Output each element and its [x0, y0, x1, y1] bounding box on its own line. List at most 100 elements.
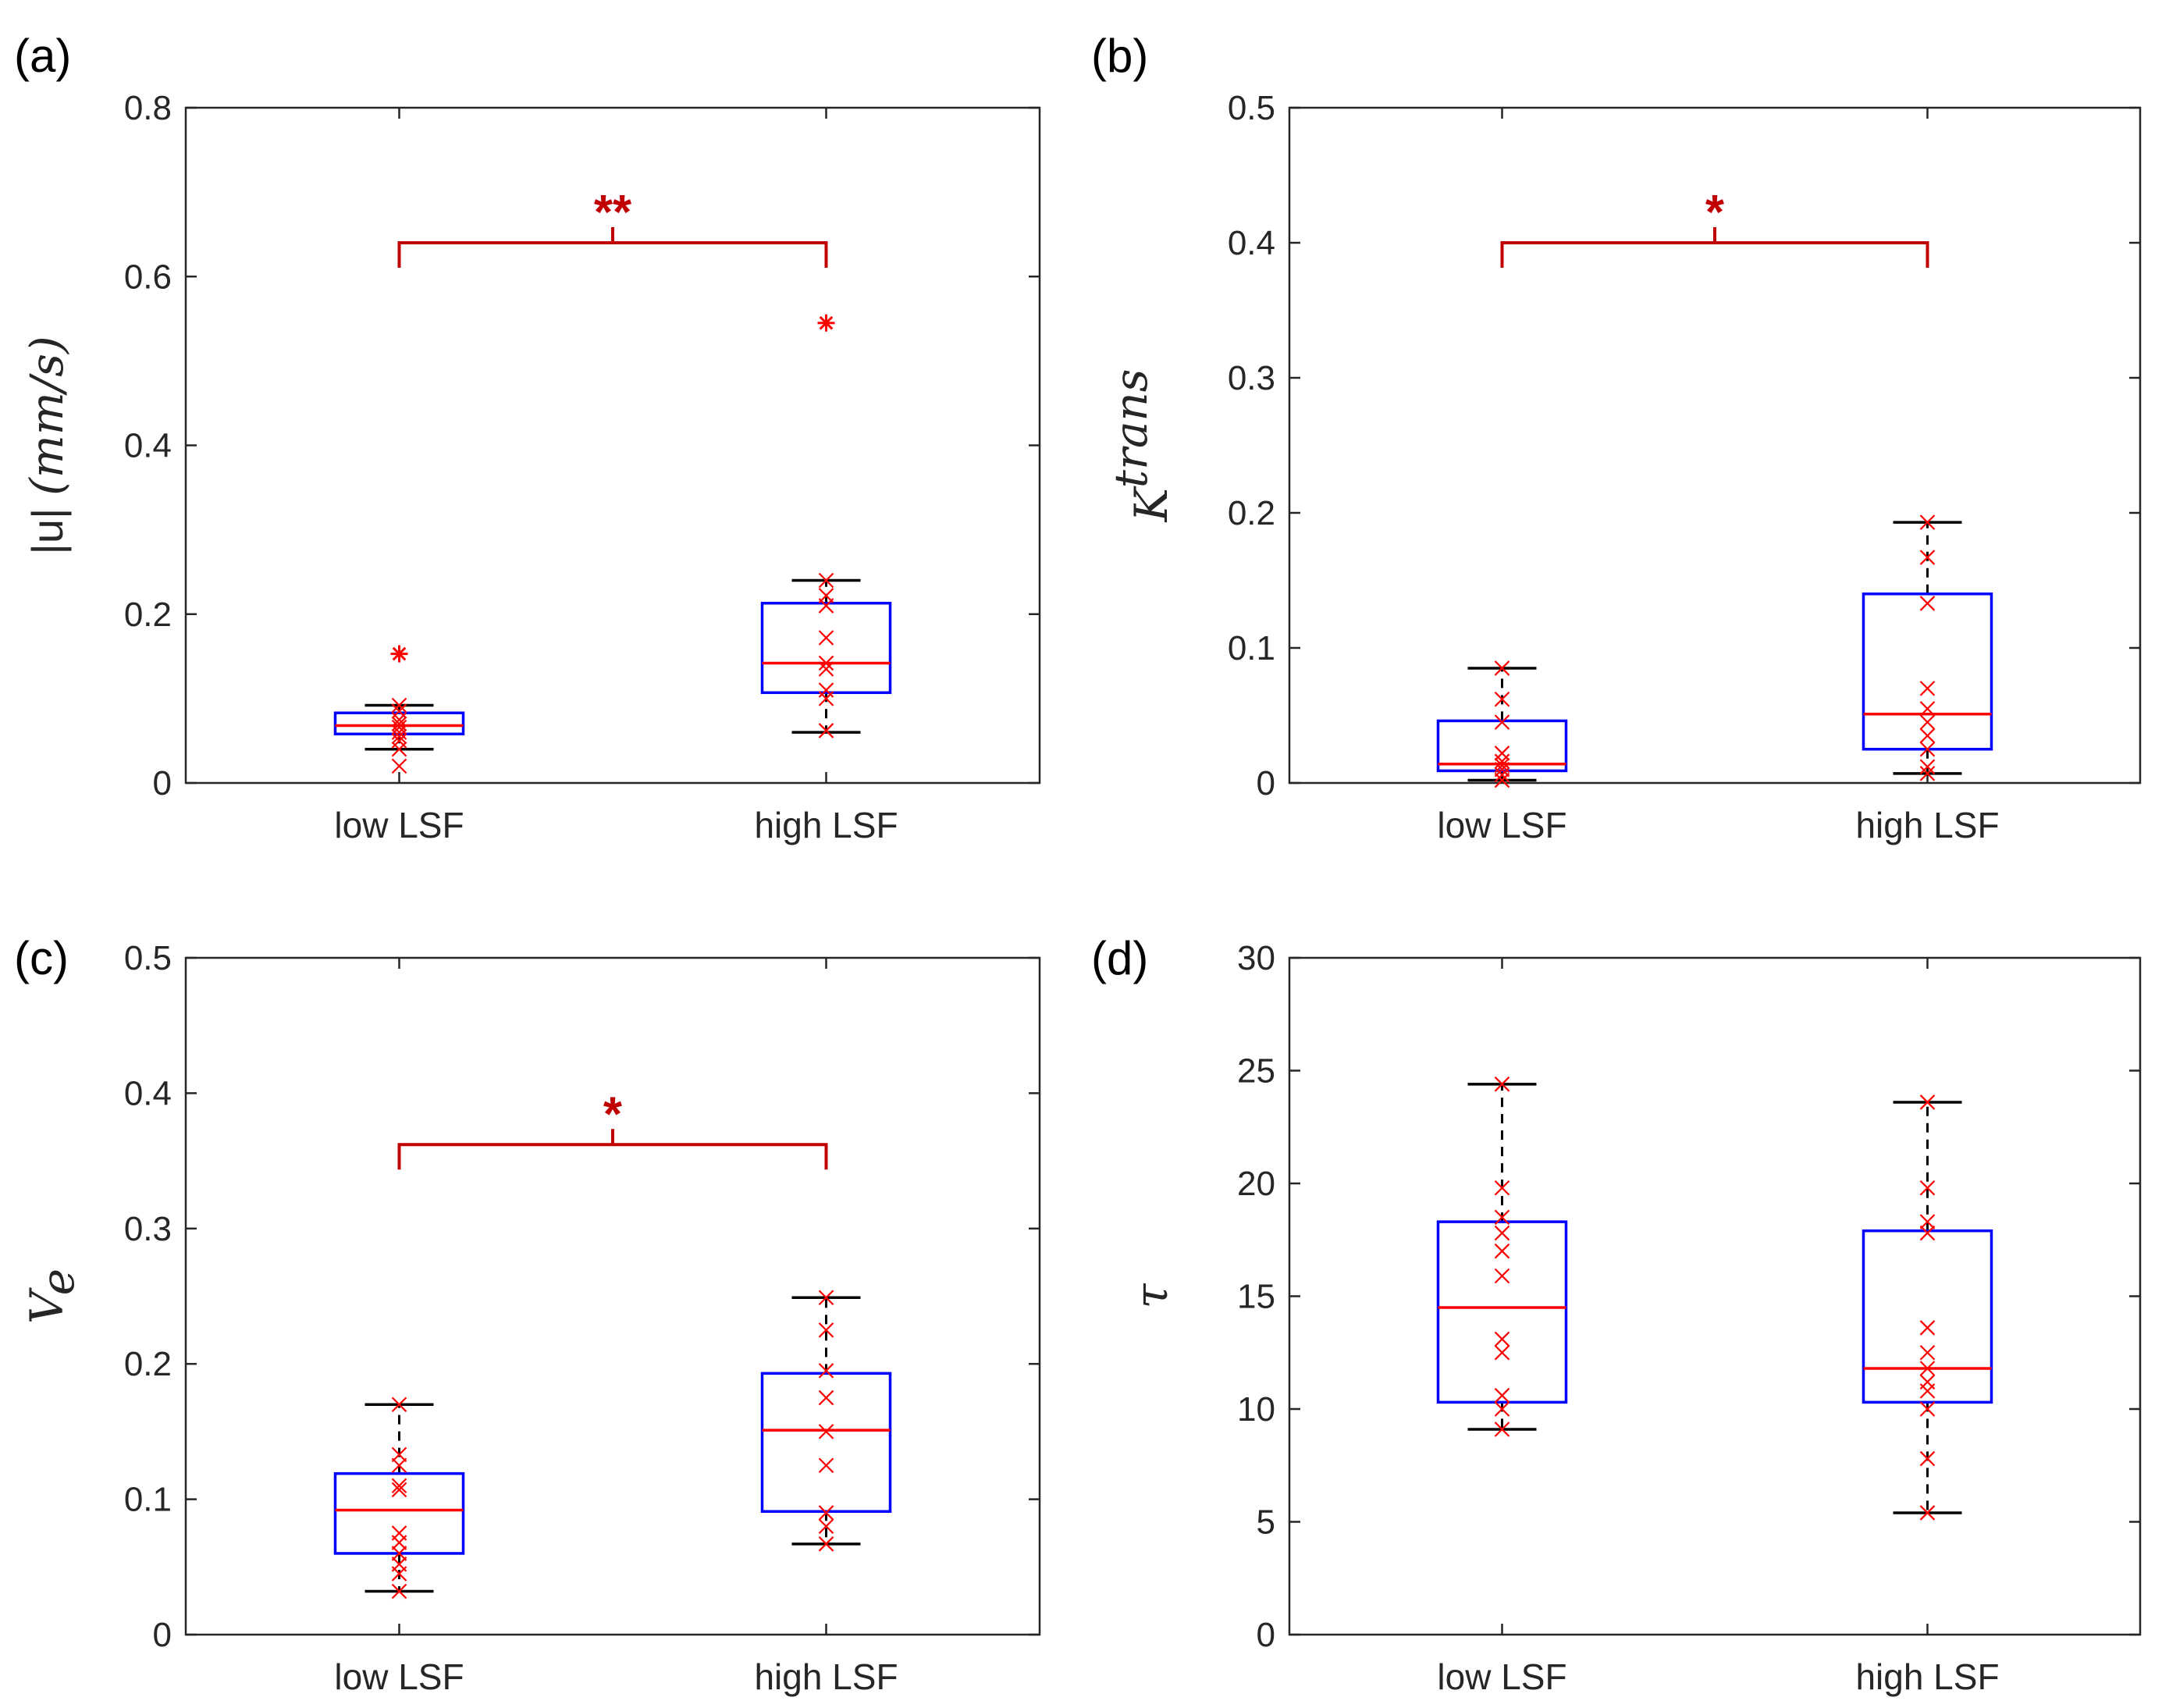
data-point-stroke — [391, 1457, 407, 1474]
data-point — [1919, 1344, 1936, 1361]
box-high-lsf — [1862, 514, 1993, 781]
data-point — [391, 1478, 407, 1494]
data-point — [1494, 1225, 1510, 1241]
data-point-stroke — [1494, 660, 1510, 676]
y-axis-label-abs: |u| — [23, 496, 72, 555]
data-point-stroke — [1919, 681, 1936, 696]
y-axis-label-sub: e — [31, 1269, 84, 1295]
data-point — [391, 712, 407, 728]
axes-frame — [184, 956, 1041, 1636]
data-point — [1919, 1225, 1936, 1241]
y-axis-label: Ktrans — [1104, 368, 1178, 522]
data-point-stroke — [1919, 1361, 1936, 1376]
data-point — [818, 630, 834, 646]
iqr-box — [1862, 592, 1993, 751]
data-point-stroke — [818, 1290, 834, 1306]
data-point-stroke — [1919, 759, 1936, 775]
significance-bracket: ** — [397, 186, 828, 268]
iqr-box — [333, 711, 465, 736]
bracket-line — [1500, 227, 1929, 268]
data-point-stroke — [391, 1546, 407, 1561]
category-label: low LSF — [334, 1656, 464, 1697]
significance-bracket: * — [397, 1087, 828, 1170]
data-point — [818, 1518, 834, 1535]
data-point — [1919, 728, 1936, 744]
data-point-stroke — [1919, 1094, 1936, 1110]
data-point-stroke — [1919, 550, 1936, 565]
data-point — [818, 1536, 834, 1552]
outlier-stroke — [819, 315, 834, 330]
y-tick-label: 0.2 — [124, 596, 172, 634]
data-point — [1919, 681, 1936, 696]
data-point — [391, 1446, 407, 1463]
data-point — [1919, 1094, 1936, 1110]
data-point — [1919, 701, 1936, 717]
category-label: high LSF — [754, 805, 898, 845]
data-point — [818, 691, 834, 706]
data-point — [818, 1290, 834, 1306]
data-point-stroke — [1919, 1450, 1936, 1467]
axes-frame — [1288, 106, 2142, 785]
y-axis-label: |u| (mm/s) — [20, 336, 73, 554]
y-tick-label: 0.2 — [1228, 494, 1275, 532]
data-point — [1919, 1320, 1936, 1336]
category-label: high LSF — [754, 1656, 898, 1697]
data-point-stroke — [1919, 1225, 1936, 1241]
data-point — [1494, 761, 1510, 777]
y-tick-label: 0 — [153, 764, 172, 802]
outlier-point — [817, 314, 835, 332]
data-point — [391, 758, 407, 774]
data-point-stroke — [1494, 767, 1510, 783]
data-point-stroke — [1494, 1268, 1510, 1284]
data-point — [818, 655, 834, 671]
iqr-box — [760, 601, 892, 695]
data-point — [1919, 1401, 1936, 1417]
y-tick-label: 0.5 — [124, 939, 172, 977]
data-point-stroke — [1494, 691, 1510, 707]
data-point — [391, 1482, 407, 1498]
data-point-stroke — [1919, 728, 1936, 744]
y-tick-label: 0.4 — [124, 1074, 172, 1112]
data-point — [1494, 745, 1510, 761]
panel-label: (b) — [1091, 30, 1148, 82]
data-point — [391, 1583, 407, 1599]
data-point-stroke — [391, 1566, 407, 1582]
category-label: low LSF — [1437, 805, 1566, 845]
box-low-lsf — [1436, 660, 1568, 788]
data-point — [1494, 1243, 1510, 1259]
data-point-stroke — [1494, 1401, 1510, 1417]
data-point-stroke — [1919, 1320, 1936, 1336]
data-point-stroke — [1494, 1344, 1510, 1361]
data-point — [1494, 767, 1510, 783]
data-point-stroke — [1494, 761, 1510, 777]
box-high-lsf — [1862, 1094, 1993, 1521]
y-tick-label: 25 — [1237, 1052, 1275, 1091]
y-tick-label: 0.3 — [124, 1210, 172, 1248]
box-low-lsf — [333, 645, 465, 774]
significance-bracket: * — [1500, 186, 1929, 268]
y-tick-label: 0.1 — [1228, 629, 1275, 667]
data-point-stroke — [1494, 1209, 1510, 1226]
data-point — [1494, 1209, 1510, 1226]
data-point-stroke — [818, 630, 834, 646]
data-point — [1494, 1387, 1510, 1404]
data-point — [1494, 660, 1510, 676]
y-tick-label: 0.4 — [1228, 224, 1275, 262]
data-point-stroke — [1919, 596, 1936, 611]
data-point — [1494, 753, 1510, 770]
data-point-stroke — [1494, 714, 1510, 730]
data-point — [1494, 1180, 1510, 1196]
category-label: low LSF — [334, 805, 464, 845]
data-point-stroke — [1919, 741, 1936, 757]
y-axis-label: Ve — [20, 1269, 84, 1324]
y-tick-label: 5 — [1257, 1503, 1275, 1542]
panel-c: (c) 0 0.1 0.2 0.3 0.4 0.5 low LSF high LSF Ve * — [14, 932, 1041, 1697]
panel-b: (b) 0 0.1 0.2 0.3 0.4 0.5 low LSF high LSF Ktrans… — [1091, 30, 2142, 845]
data-point-stroke — [818, 655, 834, 671]
data-point — [391, 741, 407, 757]
data-point-stroke — [818, 661, 834, 677]
data-point-stroke — [818, 1536, 834, 1552]
category-label: high LSF — [1855, 805, 1999, 845]
data-point — [391, 1535, 407, 1550]
y-tick-label: 0.5 — [1228, 89, 1275, 127]
